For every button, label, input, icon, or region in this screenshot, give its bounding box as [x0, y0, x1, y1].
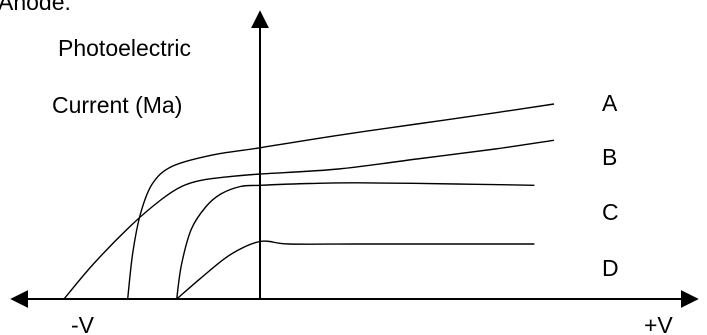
- y-axis-label-line-1: Photoelectric: [58, 35, 191, 61]
- x-tick-label-negative: -V: [71, 312, 95, 335]
- series-line-d: [176, 240, 535, 300]
- series-label-a: A: [602, 90, 618, 116]
- series-label-d: D: [602, 255, 619, 281]
- series-label-b: B: [602, 144, 617, 170]
- series-line-c: [176, 182, 535, 300]
- top-partial-text: Anode.: [0, 0, 71, 15]
- x-tick-label-positive: +V: [644, 312, 673, 335]
- series-line-b: [63, 139, 555, 300]
- series-label-c: C: [602, 199, 619, 225]
- series-line-a: [127, 103, 555, 300]
- y-axis-label-line-2: Current (Ma): [52, 92, 182, 118]
